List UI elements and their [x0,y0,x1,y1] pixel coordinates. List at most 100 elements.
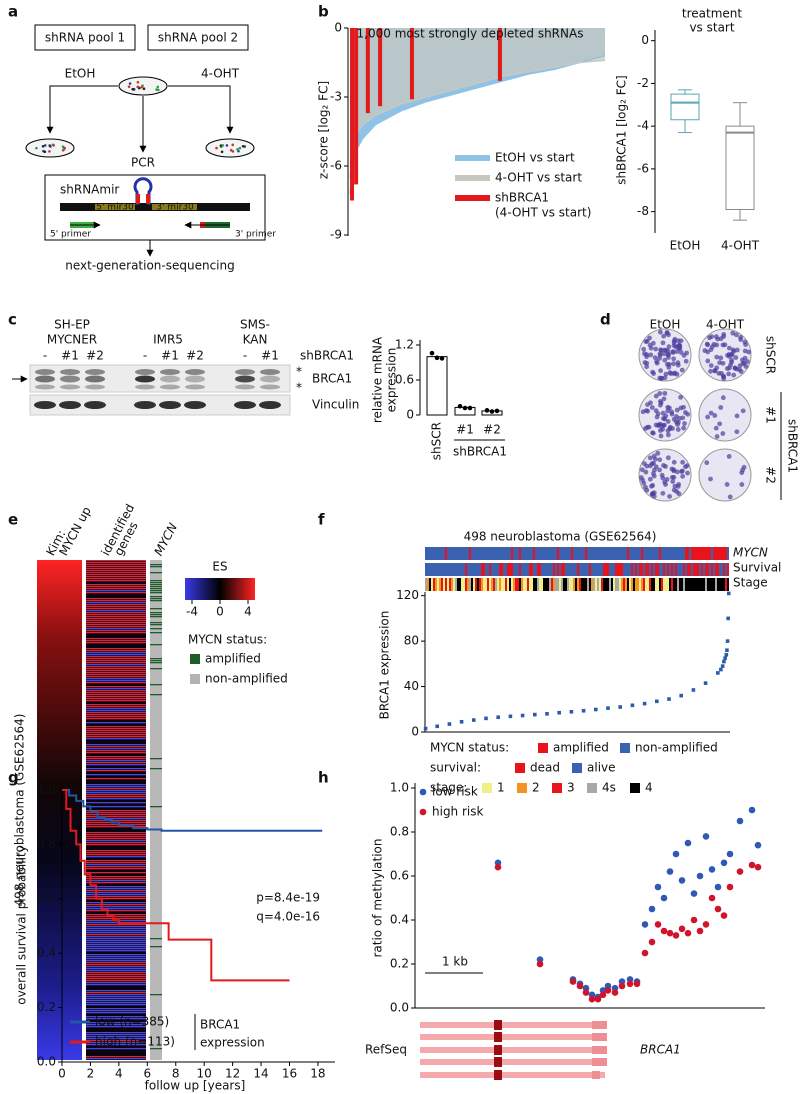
colony [660,490,666,496]
survival-stripe [427,563,429,576]
mycn-stripe [451,547,453,560]
mycn-stripe [485,547,487,560]
colony [660,340,666,346]
data-point [722,659,726,664]
status-stripe [150,938,162,940]
stage-stripe [595,578,597,591]
label: MYCNER [47,333,97,347]
data-point [723,656,727,660]
stage-stripe [487,578,489,591]
colony [681,352,687,358]
survival-stripe [701,563,703,576]
colony [683,464,688,470]
stage-stripe [477,578,479,591]
heatmap-stripe [86,618,146,620]
mycn-stripe [529,547,531,560]
depletion-bar [365,28,370,114]
survival-stripe [587,563,589,576]
heatmap-stripe [86,562,146,564]
legend-label: EtOH vs start [495,151,575,165]
survival-stripe [649,563,651,576]
stage-stripe [675,578,677,591]
band [34,401,56,409]
colony [642,360,648,365]
y-tick-label: -6 [330,159,342,173]
heatmap-stripe [86,580,146,582]
dish-cell [136,85,140,89]
survival-stripe [579,563,581,576]
survival-stripe [449,563,451,576]
colony [681,404,686,410]
band [35,384,55,390]
data-point [748,806,756,814]
mycn-stripe [503,547,505,560]
stage-stripe [623,578,625,591]
survival-stripe [515,563,517,576]
heatmap-stripe [86,856,146,858]
colony [651,473,657,479]
colony [653,408,659,414]
status-stripe [150,598,162,600]
panel-label: a [8,3,18,21]
colony [658,368,663,374]
heatmap-stripe [86,866,146,868]
colony [724,482,730,487]
stage-stripe [491,578,493,591]
heatmap-stripe [86,616,146,618]
colony [716,370,722,376]
legend-swatch [419,808,427,816]
mycn-stripe [431,547,433,560]
mycn-stripe [425,547,427,560]
status-stripe [150,586,162,588]
survival-stripe [653,563,655,576]
survival-stripe [711,563,713,576]
x-tick-label: 18 [310,1067,325,1081]
colony [734,429,740,435]
stage-stripe [503,578,505,591]
y-tick-label: 0.2 [390,957,409,971]
heatmap-stripe [86,1044,146,1046]
heatmap-stripe [86,564,146,566]
survival-stripe [623,563,625,576]
mycn-stripe [627,547,629,560]
stage-stripe [437,578,439,591]
mycn-stripe [693,547,695,560]
mycn-stripe [445,547,447,560]
survival-stripe [433,563,435,576]
survival-stripe [669,563,671,576]
stage-stripe [691,578,693,591]
mycn-stripe [633,547,635,560]
survival-stripe [605,563,607,576]
colony [663,482,668,487]
stage-stripe [661,578,663,591]
heatmap-stripe [86,976,146,978]
survival-stripe [491,563,493,576]
data-point [462,405,468,411]
heatmap-stripe [86,802,146,804]
data-point [754,863,762,871]
mycn-stripe [653,547,655,560]
stage-stripe [627,578,629,591]
heatmap-stripe [86,1038,146,1040]
survival-stripe [671,563,673,576]
survival-stripe [431,563,433,576]
data-point [604,987,612,994]
stage-stripe [719,578,721,591]
mycn-stripe [505,547,507,560]
data-point [702,921,710,928]
stage-stripe [663,578,665,591]
stage-stripe [495,578,497,591]
colony [673,419,679,425]
mycn-stripe [559,547,561,560]
mycn-stripe [547,547,549,560]
heatmap-stripe [86,840,146,842]
heatmap-stripe [86,760,146,762]
mycn-stripe [691,547,693,560]
band [185,369,205,375]
survival-stripe [717,563,719,576]
heatmap-stripe [86,940,146,942]
heatmap-stripe [86,630,146,632]
survival-stripe [557,563,559,576]
heatmap-stripe [86,964,146,966]
label: Vinculin [312,398,359,412]
